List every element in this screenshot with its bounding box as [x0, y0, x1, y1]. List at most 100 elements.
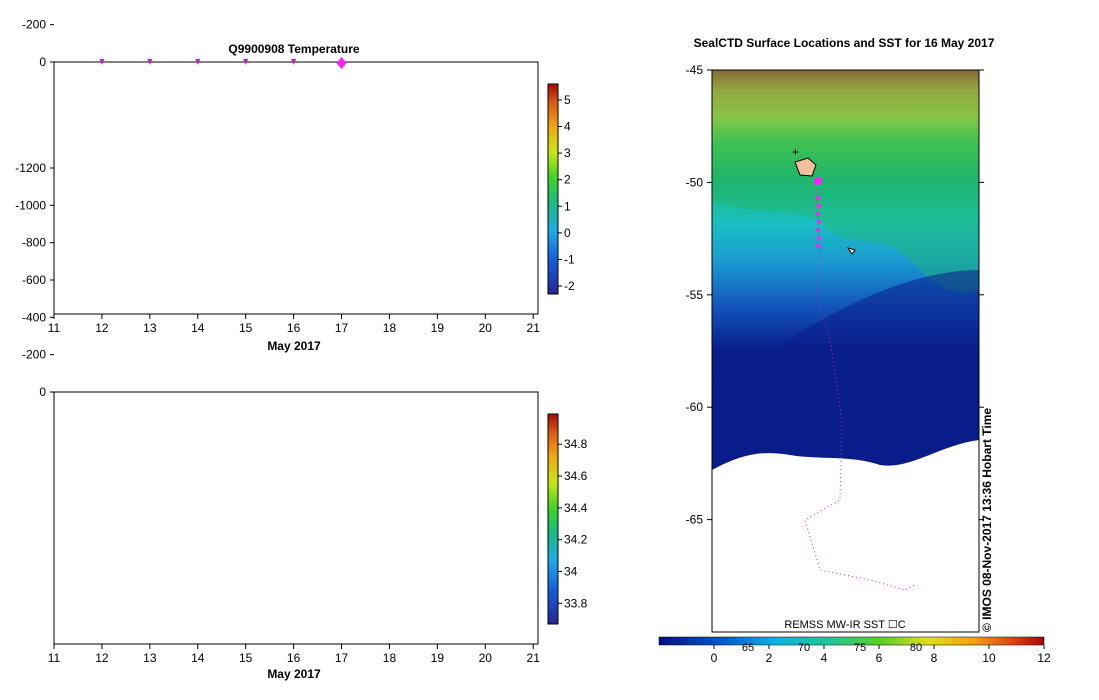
colorbar-tick-label: 1 [564, 199, 571, 213]
colorbar-segment [548, 87, 558, 92]
colorbar-tick-label: -1 [564, 252, 575, 266]
colorbar-segment [548, 175, 558, 179]
colorbar-segment [548, 505, 558, 509]
kerguelen-island [794, 157, 817, 177]
colorbar-segment [548, 157, 558, 162]
x-tick-label: 13 [143, 651, 157, 665]
colorbar-segment [548, 290, 558, 295]
sst-colorbar-ramp [658, 636, 1045, 646]
colorbar-segment [548, 196, 558, 200]
colorbar-segment [548, 536, 558, 541]
sst-product-label: REMSS MW-IR SST ☐C [784, 619, 905, 631]
seal-current-position [814, 177, 822, 185]
colorbar-segment [548, 119, 558, 123]
x-tick-label: 20 [479, 321, 493, 335]
colorbar-segment [548, 431, 558, 436]
sst-colorbar-secondary-label: 65 [742, 642, 754, 654]
colorbar-segment [548, 182, 558, 186]
colorbar-segment [548, 449, 558, 453]
imos-side-label: © IMOS 08-Nov-2017 13:36 Hobart Time [980, 408, 994, 632]
colorbar-segment [548, 164, 558, 169]
map-y-tick-label: -55 [686, 288, 704, 302]
x-tick-label: 12 [95, 651, 109, 665]
salinity-x-ticks: 11 12 13 14 15 16 17 18 19 20 21 [48, 644, 540, 665]
colorbar-tick-label: 34.8 [564, 437, 588, 451]
colorbar-segment [548, 84, 558, 88]
colorbar-segment [548, 238, 558, 242]
temperature-y-ticks: 0-200-400-600-800-1000-1200 [22, 18, 54, 69]
x-tick-label: 19 [431, 651, 445, 665]
colorbar-segment [548, 241, 558, 246]
temperature-title: Q9900908 Temperature [228, 42, 360, 56]
temperature-panel: Q9900908 Temperature 0 -200 -400 -600 -800 -1… [22, 18, 575, 353]
x-tick-label: 12 [95, 321, 109, 335]
sst-colorbar-tick-label: 0 [711, 651, 718, 665]
sst-colorbar-tick-label: 4 [821, 651, 828, 665]
seal-track-point [816, 196, 820, 200]
colorbar-segment [548, 578, 558, 583]
temperature-x-ticks: 11 12 13 14 15 16 17 18 19 20 21 [48, 314, 540, 335]
deployment-marker: + [792, 145, 799, 159]
colorbar-segment [548, 480, 558, 485]
colorbar-segment [548, 438, 558, 443]
sst-colorbar-tick-label: 10 [982, 651, 996, 665]
x-tick-label: 20 [479, 651, 493, 665]
colorbar-segment [548, 147, 558, 151]
colorbar-segment [548, 445, 558, 450]
y-tick-label: 0 [39, 55, 46, 69]
colorbar-segment [548, 456, 558, 460]
profile-marker [99, 59, 105, 65]
colorbar-segment [548, 571, 558, 576]
colorbar-segment [548, 421, 558, 425]
colorbar-segment [548, 269, 558, 274]
colorbar-segment [548, 529, 558, 534]
colorbar-segment [548, 414, 558, 418]
colorbar-segment [548, 98, 558, 102]
sst-colorbar-tick-label: 8 [931, 651, 938, 665]
sst-map-panel: SealCTD Surface Locations and SST for 16… [658, 36, 1051, 665]
profile-marker [243, 59, 249, 65]
colorbar-segment [548, 150, 558, 155]
ice-edge [712, 440, 979, 632]
x-tick-label: 13 [143, 321, 157, 335]
colorbar-segment [548, 477, 558, 481]
colorbar-segment [548, 596, 558, 600]
colorbar-segment [548, 133, 558, 137]
colorbar-segment [548, 519, 558, 523]
sst-colorbar-ticks: 0 2 4 6 8 10 12 65 70 75 80 [711, 642, 1051, 665]
seal-track-path [804, 179, 916, 591]
colorbar-segment [548, 91, 558, 95]
colorbar-tick-label: 34.2 [564, 533, 588, 547]
x-tick-label: 16 [287, 651, 301, 665]
colorbar-segment [548, 564, 558, 569]
colorbar-segment [548, 501, 558, 506]
seal-track-point [817, 236, 821, 240]
map-y-tick-label: -65 [686, 513, 704, 527]
x-tick-label: 14 [191, 321, 205, 335]
colorbar-segment [548, 613, 558, 618]
colorbar-tick-label: -2 [564, 279, 575, 293]
colorbar-segment [548, 428, 558, 432]
y-tick-label: -600 [22, 273, 46, 287]
colorbar-segment [548, 185, 558, 190]
colorbar-segment [548, 515, 558, 520]
colorbar-segment [548, 224, 558, 228]
colorbar-segment [548, 550, 558, 555]
colorbar-segment [548, 203, 558, 207]
colorbar-segment [548, 178, 558, 183]
colorbar-segment [548, 217, 558, 221]
colorbar-segment [548, 561, 558, 565]
y-tick-label: -1000 [15, 198, 46, 212]
map-y-ticks: -45 -50 -55 -60 -65 [686, 63, 984, 527]
colorbar-segment [548, 589, 558, 593]
sst-colorbar-secondary-label: 80 [910, 642, 922, 654]
colorbar-segment [548, 522, 558, 527]
map-y-tick-label: -60 [686, 400, 704, 414]
seal-track-point [817, 220, 821, 224]
colorbar-segment [548, 459, 558, 464]
colorbar-tick-label: 3 [564, 146, 571, 160]
x-tick-label: 17 [335, 321, 349, 335]
colorbar-segment [548, 140, 558, 144]
colorbar-tick-label: 2 [564, 173, 571, 187]
